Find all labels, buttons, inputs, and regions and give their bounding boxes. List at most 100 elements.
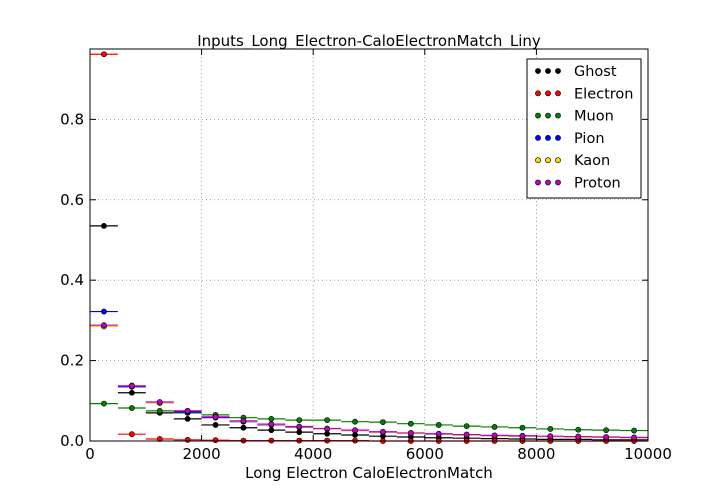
data-point (575, 426, 582, 433)
data-point (101, 308, 107, 315)
data-point (212, 437, 219, 444)
data-point (184, 407, 191, 414)
data-point (435, 430, 442, 437)
data-point (380, 419, 386, 426)
data-marks (90, 51, 648, 444)
legend-label: Pion (574, 131, 605, 147)
x-tick-label: 8000 (517, 445, 555, 463)
x-tick-label: 10000 (624, 445, 672, 463)
data-point (519, 432, 526, 439)
data-point (156, 436, 163, 442)
data-point (128, 405, 135, 411)
data-point (296, 429, 303, 436)
legend-marker (545, 68, 551, 74)
legend-marker (555, 112, 561, 119)
legend-marker (545, 134, 551, 141)
data-point (268, 421, 275, 428)
data-point (156, 399, 163, 405)
legend: Ghost Electron Muon Pion Kaon Proton (526, 58, 642, 199)
data-point (603, 427, 610, 434)
legend-marker (535, 68, 541, 74)
data-point (184, 415, 191, 422)
legend-marker (535, 179, 541, 186)
x-tick-label: 2000 (183, 445, 221, 463)
data-point (519, 424, 526, 431)
data-point (240, 417, 247, 424)
legend-marker (535, 90, 541, 97)
data-point (547, 433, 554, 440)
data-point (631, 427, 637, 434)
data-point (212, 413, 219, 420)
data-point (128, 389, 135, 396)
data-point (352, 418, 358, 425)
y-tick-label: 0.8 (60, 110, 84, 128)
axes: 0 2000 4000 6000 8000 10000 0.0 0.2 0.4 0.6 0.8 (60, 48, 672, 463)
legend-marker (545, 179, 551, 186)
data-point (268, 427, 275, 434)
legend-label: Electron (574, 86, 633, 102)
data-point (324, 430, 331, 437)
data-point (491, 424, 498, 430)
data-point (324, 425, 331, 432)
y-tick-label: 0.4 (60, 271, 84, 289)
x-tick-label: 6000 (406, 445, 444, 463)
data-point (296, 423, 303, 430)
data-point (575, 433, 582, 440)
data-point (324, 417, 331, 423)
data-point (547, 426, 554, 432)
data-point (101, 223, 107, 229)
legend-marker (555, 90, 561, 97)
legend-marker (535, 134, 541, 141)
data-point (184, 436, 191, 443)
data-point (101, 400, 107, 407)
x-axis-label: Long Electron CaloElectronMatch (245, 464, 493, 482)
data-point (268, 415, 275, 422)
data-point (212, 422, 219, 428)
legend-label: Kaon (574, 153, 610, 169)
legend-marker (545, 157, 551, 164)
data-point (435, 422, 442, 428)
series-proton (90, 322, 648, 441)
legend-item-electron: Electron (535, 86, 633, 102)
y-tick-label: 0.2 (60, 352, 84, 370)
legend-item-pion: Pion (535, 131, 605, 147)
chart-title: Inputs_Long_Electron-CaloElectronMatch_L… (197, 32, 541, 51)
legend-marker (555, 68, 561, 74)
data-point (380, 428, 386, 435)
legend-label: Proton (574, 176, 621, 192)
data-point (101, 322, 107, 329)
data-point (603, 434, 610, 440)
x-tick-label: 0 (85, 445, 95, 463)
data-point (407, 430, 414, 436)
data-point (128, 431, 135, 438)
legend-marker (545, 90, 551, 97)
legend-marker (555, 134, 561, 141)
data-point (240, 424, 247, 431)
y-tick-label: 0.0 (60, 432, 84, 450)
data-point (296, 417, 303, 423)
data-point (128, 383, 135, 389)
legend-label: Muon (574, 109, 614, 125)
data-point (352, 427, 358, 434)
data-point (101, 51, 107, 58)
legend-label: Ghost (574, 64, 617, 80)
data-point (463, 431, 470, 438)
axes-frame (89, 48, 649, 442)
legend-marker (535, 157, 541, 164)
legend-item-kaon: Kaon (535, 153, 610, 169)
data-point (407, 420, 414, 427)
legend-marker (535, 112, 541, 119)
data-point (463, 423, 470, 430)
y-tick-label: 0.6 (60, 191, 84, 209)
data-point (156, 407, 163, 414)
legend-box (526, 58, 642, 199)
data-point (631, 434, 637, 441)
x-tick-label: 4000 (294, 445, 332, 463)
legend-item-ghost: Ghost (535, 64, 617, 80)
data-point (491, 432, 498, 439)
legend-marker (555, 157, 561, 164)
legend-item-muon: Muon (535, 109, 614, 125)
legend-marker (555, 179, 561, 186)
legend-item-proton: Proton (535, 176, 621, 192)
